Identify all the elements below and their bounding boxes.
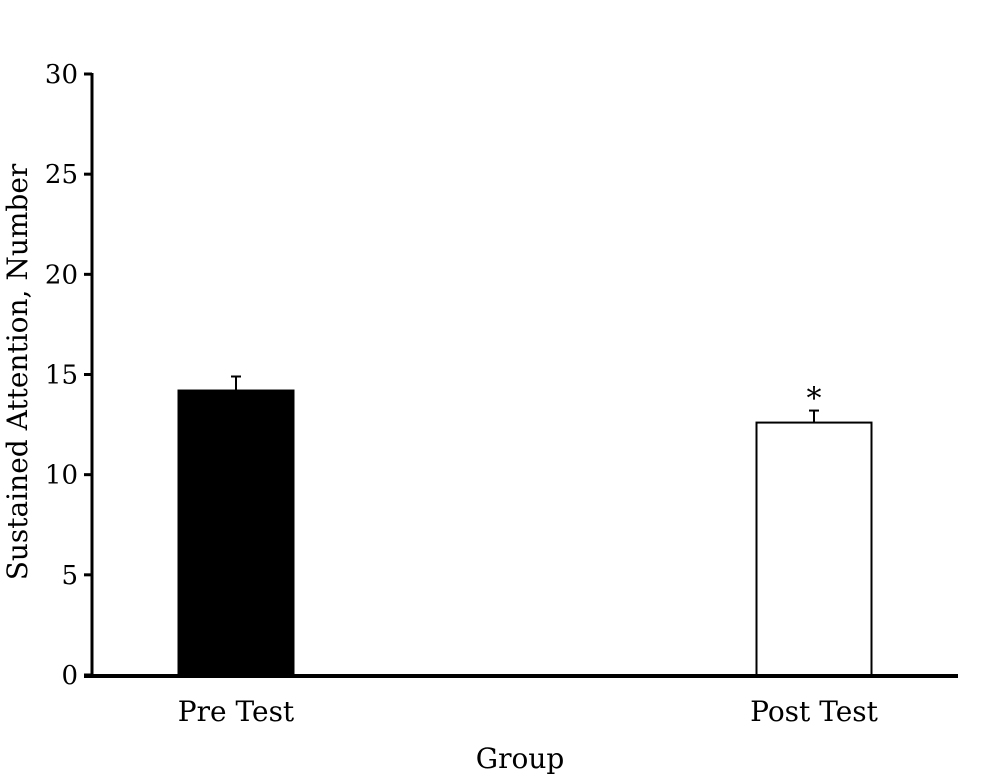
x-category-label: Post Test [750,695,879,728]
bar-post-test [755,421,873,676]
x-axis-title: Group [476,742,565,775]
significance-marker: * [807,382,822,417]
y-tick-label: 0 [61,661,78,691]
y-tick-label: 20 [45,260,78,290]
y-tick-label: 10 [45,461,78,491]
x-axis-category-labels: Pre Test Post Test [178,695,879,728]
y-tick-label: 30 [45,60,78,90]
y-tick-label: 15 [45,361,78,391]
y-axis-title: Sustained Attention, Number [1,163,34,580]
error-bars [231,375,819,423]
y-tick-label: 5 [61,561,78,591]
y-tick-label: 25 [45,160,78,190]
annotations: * [807,382,822,417]
bars [177,389,873,676]
y-axis-ticks: 0 5 10 15 20 25 30 [45,60,92,691]
bar-pre-test [177,389,295,676]
x-category-label: Pre Test [178,695,295,728]
